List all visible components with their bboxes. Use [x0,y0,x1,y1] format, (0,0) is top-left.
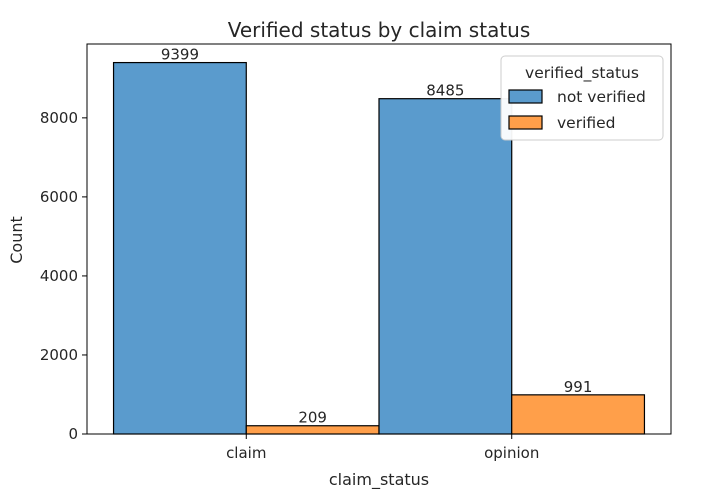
legend-swatch-verified [508,115,543,130]
x-axis-label: claim_status [329,470,429,490]
bar-claim-verified [245,425,380,435]
y-tick-label-8000: 8000 [40,109,78,127]
y-tick-label-2000: 2000 [40,346,78,364]
y-tick-label-4000: 4000 [40,267,78,285]
data-label-claim-not-verified: 9399 [161,46,199,64]
legend-swatch-not-verified [508,89,543,104]
legend-label-verified: verified [557,114,616,132]
bar-claim-not-verified [112,61,247,435]
x-tick-label-claim: claim [226,444,266,462]
data-labels: 9399 209 8485 991 [161,46,593,427]
plot-area: 9399 209 8485 991 [86,43,672,435]
y-tick-label-0: 0 [68,425,78,443]
y-axis: 0 2000 4000 6000 8000 [40,109,87,443]
y-axis-label: Count [7,216,26,264]
legend-label-not-verified: not verified [557,88,646,106]
bar-opinion-verified [511,394,646,435]
data-label-opinion-verified: 991 [564,378,593,396]
bars [112,61,646,435]
legend: verified_status not verified verified [500,55,664,141]
x-axis: claim opinion [226,434,539,462]
data-label-claim-verified: 209 [298,409,327,427]
bar-opinion-not-verified [378,98,513,435]
data-label-opinion-not-verified: 8485 [426,82,464,100]
legend-title: verified_status [525,64,639,83]
legend-entries: not verified verified [508,88,646,132]
x-tick-label-opinion: opinion [484,444,539,462]
y-tick-label-6000: 6000 [40,188,78,206]
chart-title: Verified status by claim status [228,18,531,42]
